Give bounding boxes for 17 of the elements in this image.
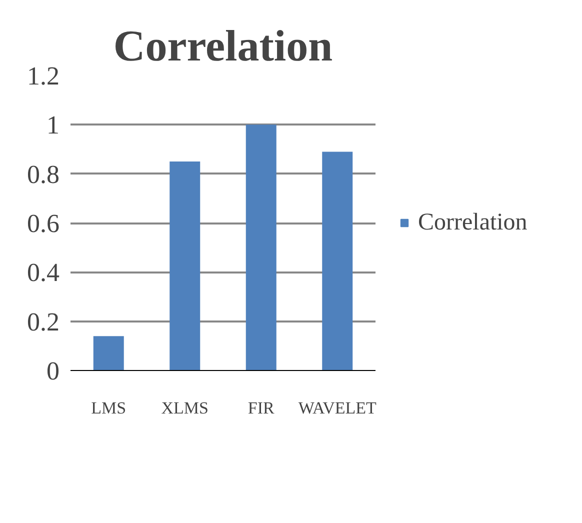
x-tick-label: WAVELET [298,398,378,418]
y-tick-label: 0.4 [27,258,60,288]
chart-title: Correlation [113,22,333,70]
x-tick-label: XLMS [161,398,208,418]
y-tick-label: 0 [46,356,60,386]
y-tick-label: 0.6 [27,209,60,238]
bar [170,162,200,370]
y-tick-label: 1 [46,110,60,140]
x-tick-label: FIR [248,398,276,418]
x-tick-label: LMS [91,398,126,418]
bar [322,152,353,370]
y-tick-label: 0.8 [27,160,60,189]
y-tick-label: 1.2 [27,62,60,90]
y-tick-label: 0.2 [27,307,60,336]
legend-label: Correlation [418,209,528,236]
bar [246,124,276,370]
bar [93,336,124,370]
